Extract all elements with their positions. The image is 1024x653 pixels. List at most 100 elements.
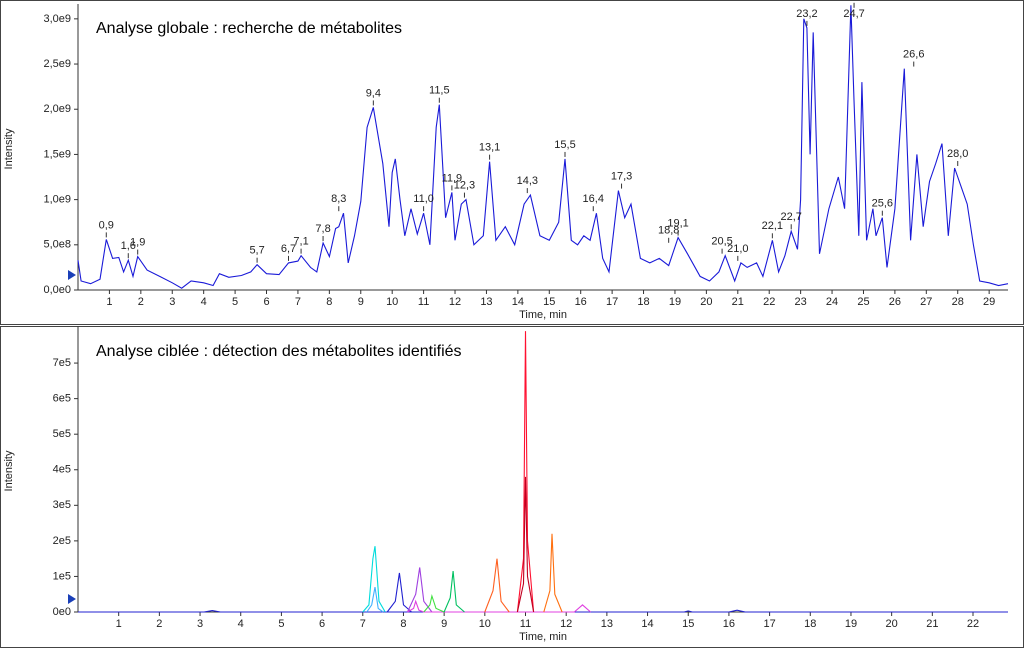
x-tick-label: 2 [156, 618, 162, 630]
x-tick-label: 23 [795, 296, 807, 308]
x-tick-label: 18 [637, 296, 649, 308]
x-tick-label: 17 [763, 618, 775, 630]
peak-label: 14,3 [517, 175, 538, 187]
x-tick-label: 3 [197, 618, 203, 630]
peak-label: 7,1 [293, 236, 308, 248]
y-tick-label: 3e5 [53, 499, 71, 511]
x-tick-label: 9 [358, 296, 364, 308]
arrow-marker [68, 594, 76, 604]
x-tick-label: 22 [967, 618, 979, 630]
x-tick-label: 12 [449, 296, 461, 308]
x-tick-label: 24 [826, 296, 838, 308]
x-tick-label: 5 [232, 296, 238, 308]
x-tick-label: 28 [952, 296, 964, 308]
x-tick-label: 20 [700, 296, 712, 308]
peak-label: 21,0 [727, 243, 748, 255]
trace [407, 567, 433, 613]
trace [543, 533, 563, 613]
x-tick-label: 8 [326, 296, 332, 308]
x-tick-label: 8 [400, 618, 406, 630]
y-tick-label: 5,0e8 [43, 239, 71, 251]
peak-label: 23,2 [796, 8, 817, 20]
chart-title: Analyse ciblée : détection des métabolit… [96, 343, 462, 360]
peak-label: 13,1 [479, 142, 500, 154]
y-axis-label: Intensity [3, 450, 15, 491]
x-tick-label: 7 [295, 296, 301, 308]
x-tick-label: 26 [889, 296, 901, 308]
trace [407, 599, 591, 613]
x-tick-label: 4 [238, 618, 244, 630]
peak-label: 5,7 [249, 245, 264, 257]
y-tick-label: 2,5e9 [43, 58, 71, 70]
x-tick-label: 11 [520, 618, 531, 630]
x-tick-label: 15 [682, 618, 694, 630]
peak-label: 11,5 [429, 85, 450, 97]
y-tick-label: 0,0e0 [43, 284, 71, 296]
x-tick-label: 16 [723, 618, 735, 630]
x-tick-label: 14 [641, 618, 653, 630]
x-tick-label: 19 [845, 618, 857, 630]
x-tick-label: 9 [441, 618, 447, 630]
top-panel [0, 0, 1024, 325]
trace [78, 609, 1008, 613]
peak-label: 17,3 [611, 170, 632, 182]
y-tick-label: 4e5 [53, 464, 71, 476]
peak-label: 22,7 [780, 211, 801, 223]
trace [516, 476, 535, 613]
x-tick-label: 22 [763, 296, 775, 308]
y-tick-label: 0e0 [53, 606, 71, 618]
x-tick-label: 12 [560, 618, 572, 630]
y-tick-label: 3,0e9 [43, 13, 71, 25]
x-tick-label: 18 [804, 618, 816, 630]
x-tick-label: 14 [512, 296, 524, 308]
x-tick-label: 13 [480, 296, 492, 308]
x-tick-label: 20 [886, 618, 898, 630]
peak-label: 1,9 [130, 236, 145, 248]
trace [516, 331, 535, 613]
x-tick-label: 3 [169, 296, 175, 308]
y-tick-label: 7e5 [53, 357, 71, 369]
peak-label: 1,6 [121, 240, 136, 252]
peak-label: 15,5 [554, 139, 575, 151]
peak-label: 9,4 [366, 87, 381, 99]
x-axis-label: Time, min [519, 631, 567, 643]
x-tick-label: 10 [479, 618, 491, 630]
peak-label: 12,3 [454, 180, 475, 192]
x-tick-label: 7 [360, 618, 366, 630]
peak-label: 0,9 [99, 219, 114, 231]
peak-label: 19,1 [667, 217, 688, 229]
y-tick-label: 2,0e9 [43, 103, 71, 115]
x-tick-label: 6 [319, 618, 325, 630]
x-tick-label: 2 [138, 296, 144, 308]
chart-title: Analyse globale : recherche de métabolit… [96, 20, 402, 37]
x-tick-label: 10 [386, 296, 398, 308]
trace [362, 546, 386, 613]
y-tick-label: 1,5e9 [43, 148, 71, 160]
x-tick-label: 15 [543, 296, 555, 308]
arrow-marker [68, 270, 76, 280]
peak-label: 24,7 [843, 8, 864, 20]
trace [386, 572, 412, 613]
peak-label: 16,4 [583, 193, 604, 205]
x-tick-label: 4 [201, 296, 207, 308]
x-tick-label: 1 [116, 618, 122, 630]
x-tick-label: 21 [926, 618, 938, 630]
trace [77, 5, 1009, 289]
trace [484, 558, 510, 613]
peak-label: 7,8 [315, 223, 330, 235]
x-tick-label: 13 [601, 618, 613, 630]
peak-label: 6,7 [281, 243, 296, 255]
x-tick-label: 19 [669, 296, 681, 308]
bottom-panel [0, 326, 1024, 648]
peak-label: 28,0 [947, 148, 968, 160]
trace [443, 571, 465, 613]
y-tick-label: 5e5 [53, 428, 71, 440]
y-tick-label: 1,0e9 [43, 194, 71, 206]
peak-label: 25,6 [872, 198, 893, 210]
x-tick-label: 27 [920, 296, 932, 308]
y-tick-label: 6e5 [53, 393, 71, 405]
peak-label: 18,8 [658, 225, 679, 237]
y-axis-label: Intensity [3, 128, 15, 169]
peak-label: 11,9 [442, 172, 463, 184]
